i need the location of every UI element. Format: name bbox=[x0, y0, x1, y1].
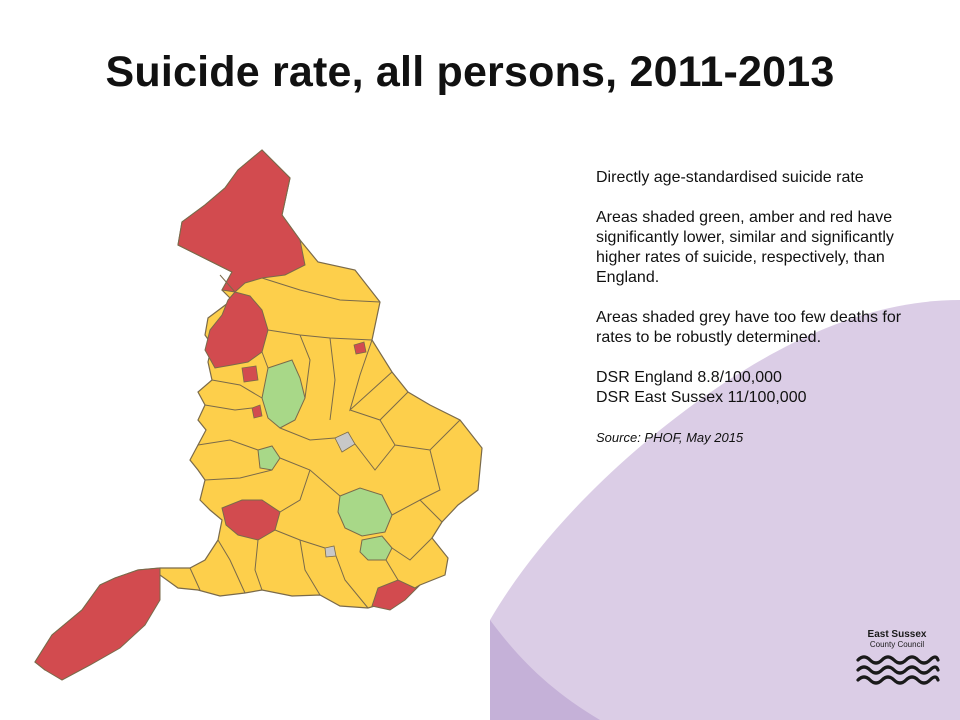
grey-areas-note: Areas shaded grey have too few deaths fo… bbox=[596, 309, 902, 346]
legend-explanation: Areas shaded green, amber and red have s… bbox=[596, 209, 894, 286]
logo-line2: County Council bbox=[869, 640, 925, 649]
east-sussex-logo: East Sussex County Council bbox=[854, 630, 940, 698]
map-region-red-patch bbox=[251, 404, 263, 419]
map-district-boundaries bbox=[189, 274, 461, 609]
map-region-red-patch bbox=[241, 365, 259, 383]
logo-line1: East Sussex bbox=[867, 629, 927, 640]
map-region-green bbox=[337, 487, 393, 537]
metric-description: Directly age-standardised suicide rate bbox=[596, 169, 864, 186]
source-citation: Source: PHOF, May 2015 bbox=[596, 430, 744, 445]
map-region-green bbox=[261, 359, 306, 429]
lavender-swoosh-dark bbox=[490, 620, 600, 720]
map-region-southwest-red bbox=[34, 567, 161, 681]
map-region-red-patch bbox=[353, 341, 367, 355]
map-region-north-red bbox=[177, 149, 306, 293]
england-choropleth-map bbox=[34, 149, 483, 681]
map-region-lancashire-red bbox=[204, 291, 269, 369]
dsr-england: DSR England 8.8/100,000 bbox=[596, 369, 782, 386]
map-region-green bbox=[257, 445, 281, 471]
map-notes: Directly age-standardised suicide rate A… bbox=[596, 168, 926, 448]
map-region-east-sussex-red bbox=[371, 579, 421, 611]
dsr-east-sussex: DSR East Sussex 11/100,000 bbox=[596, 389, 807, 406]
slide-title: Suicide rate, all persons, 2011-2013 bbox=[105, 48, 835, 96]
lavender-swoosh bbox=[490, 300, 960, 720]
map-region-grey bbox=[324, 545, 337, 558]
waves-logo-icon bbox=[856, 655, 940, 685]
